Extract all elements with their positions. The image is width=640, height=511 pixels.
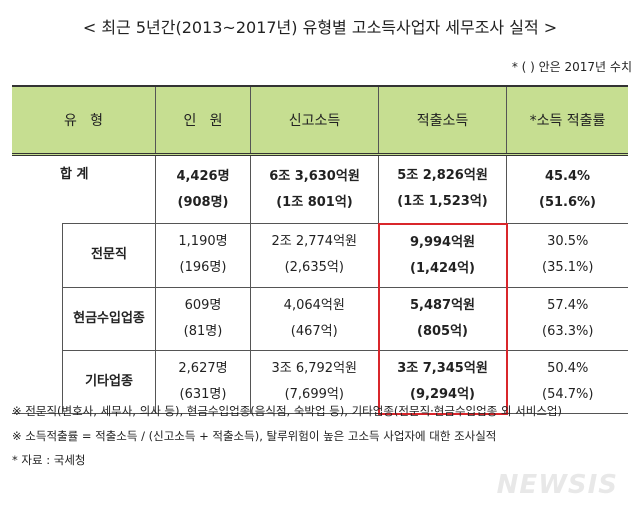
indent-spacer	[12, 287, 63, 350]
value-2017: (805억)	[417, 323, 468, 339]
header-row: 유 형 인 원 신고소득 적출소득 *소득 적출률	[12, 85, 628, 156]
value-2017: (63.3%)	[542, 323, 594, 339]
value-2017: (2,635억)	[284, 260, 344, 276]
footnote-source: * 자료 : 국세청	[12, 453, 86, 467]
header-reported: 신고소득	[250, 85, 379, 156]
row-type: 기타업종	[62, 349, 156, 414]
row-type: 합 계	[60, 167, 89, 182]
value: 4,426명	[176, 168, 230, 184]
rate-cell: 57.4% (63.3%)	[506, 286, 628, 350]
value: 57.4%	[547, 297, 589, 313]
value: 9,994억원	[409, 234, 476, 250]
footnote-rate-formula: ※ 소득적출률 = 적출소득 / (신고소득 + 적출소득), 탈루위험이 높은…	[12, 429, 497, 443]
detected-cell-highlighted: 3조 7,345억원 (9,294억)	[377, 349, 508, 415]
value-2017: (54.7%)	[542, 386, 594, 402]
table-row: 전문직 1,190명 (196명) 2조 2,774억원 (2,635억) 9,99…	[12, 222, 628, 288]
rate-cell: 45.4% (51.6%)	[506, 154, 628, 224]
rate-cell: 50.4% (54.7%)	[506, 349, 628, 414]
value: 6조 3,630억원	[269, 168, 360, 184]
value-2017: (7,699억)	[284, 386, 344, 402]
detected-cell: 5조 2,826억원 (1조 1,523억)	[378, 154, 507, 224]
value-2017: (1,424억)	[410, 260, 475, 276]
value: 30.5%	[547, 234, 589, 250]
row-type: 전문직	[62, 223, 156, 287]
value-2017: (81명)	[183, 323, 223, 339]
header-detected: 적출소득	[378, 85, 507, 156]
value: 5,487억원	[409, 297, 476, 313]
value: 3조 7,345억원	[397, 360, 488, 376]
table-row: 기타업종 2,627명 (631명) 3조 6,792억원 (7,699억) 3조 …	[12, 349, 628, 415]
table-title: < 최근 5년간(2013~2017년) 유형별 고소득사업자 세무조사 실적 …	[82, 18, 558, 37]
detected-cell-highlighted: 5,487억원 (805억)	[377, 286, 508, 350]
people-cell: 4,426명 (908명)	[155, 154, 251, 224]
value: 3조 6,792억원	[271, 360, 358, 376]
value: 45.4%	[544, 168, 591, 184]
reported-cell: 2조 2,774억원 (2,635억)	[250, 223, 379, 287]
reported-cell: 6조 3,630억원 (1조 801억)	[250, 154, 379, 224]
detected-cell-highlighted: 9,994억원 (1,424억)	[377, 222, 508, 287]
newsis-watermark-logo: NEWSIS	[496, 470, 618, 500]
value-2017: (908명)	[177, 194, 229, 210]
audit-table: 유 형 인 원 신고소득 적출소득 *소득 적출률 합 계 4,426명 (908…	[12, 85, 628, 415]
value: 4,064억원	[283, 297, 345, 313]
table-row-total: 합 계 4,426명 (908명) 6조 3,630억원 (1조 801억) 5조 …	[12, 154, 628, 224]
reported-cell: 4,064억원 (467억)	[250, 286, 379, 350]
header-type: 유 형	[12, 85, 156, 156]
header-rate: *소득 적출률	[506, 85, 628, 156]
value-2017: (196명)	[179, 260, 227, 276]
value-2017: (9,294억)	[410, 386, 475, 402]
value-2017: (467억)	[290, 323, 338, 339]
people-cell: 2,627명 (631명)	[155, 349, 251, 414]
value: 50.4%	[547, 360, 589, 376]
value: 609명	[184, 297, 222, 313]
value-2017: (1조 801억)	[276, 194, 353, 210]
footnote-categories: ※ 전문직(변호사, 세무사, 의사 등), 현금수입업종(음식점, 숙박업 등…	[12, 404, 562, 418]
reported-cell: 3조 6,792억원 (7,699억)	[250, 349, 379, 414]
parenthesis-note: * ( ) 안은 2017년 수치	[511, 60, 632, 74]
value-2017: (631명)	[179, 386, 227, 402]
value: 2조 2,774억원	[271, 234, 358, 250]
indent-spacer	[12, 350, 63, 414]
indent-spacer	[12, 224, 63, 288]
value: 1,190명	[178, 234, 228, 250]
rate-cell: 30.5% (35.1%)	[506, 223, 628, 287]
value-2017: (51.6%)	[539, 194, 596, 210]
value: 2,627명	[178, 360, 228, 376]
value-2017: (35.1%)	[542, 260, 594, 276]
people-cell: 609명 (81명)	[155, 286, 251, 350]
value: 5조 2,826억원	[397, 168, 488, 184]
header-people: 인 원	[155, 85, 251, 156]
row-type: 현금수입업종	[62, 286, 156, 350]
people-cell: 1,190명 (196명)	[155, 223, 251, 287]
value-2017: (1조 1,523억)	[397, 194, 488, 210]
table-row: 현금수입업종 609명 (81명) 4,064억원 (467억) 5,487억원 (8…	[12, 286, 628, 350]
